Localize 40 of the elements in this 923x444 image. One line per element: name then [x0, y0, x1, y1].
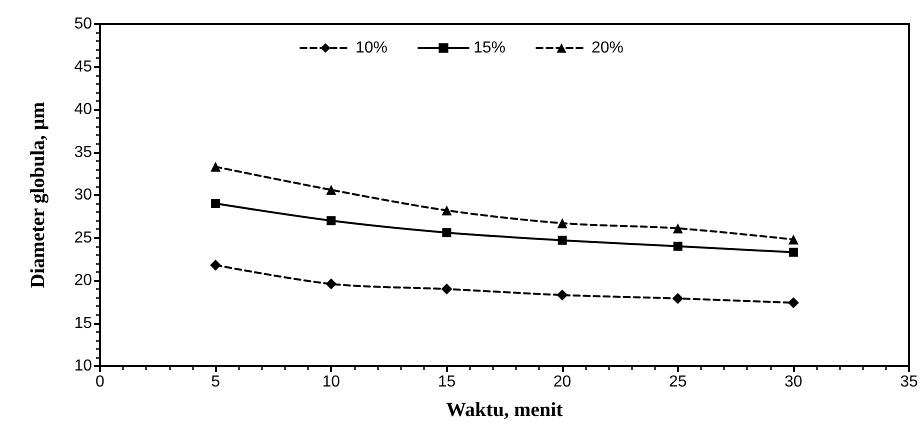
- point: [326, 184, 336, 195]
- y-axis-title: Diameter globula, µm: [27, 102, 49, 288]
- legend-label: 20%: [592, 40, 624, 56]
- x-tick-label: 35: [900, 374, 918, 390]
- x-tick-label: 10: [322, 374, 340, 390]
- point: [556, 290, 568, 301]
- point: [441, 284, 452, 295]
- x-tick-label: 20: [553, 374, 572, 390]
- x-axis-title: Waktu, menit: [446, 399, 564, 421]
- y-tick-label: 50: [74, 16, 92, 32]
- y-tick-label: 15: [74, 314, 92, 332]
- point: [210, 162, 221, 172]
- x-tick-label: 5: [211, 374, 220, 390]
- point: [673, 242, 682, 251]
- point: [672, 223, 683, 234]
- x-tick-label: 0: [96, 374, 105, 390]
- legend-label: 15%: [473, 40, 506, 56]
- x-tick-label: 30: [784, 374, 802, 390]
- point: [672, 292, 684, 304]
- y-tick-label: 35: [74, 144, 92, 161]
- point: [557, 218, 568, 228]
- y-tick-label: 10: [74, 358, 92, 374]
- point: [788, 248, 798, 257]
- point: [211, 199, 220, 208]
- point: [326, 278, 337, 290]
- point: [210, 260, 222, 271]
- point: [442, 228, 452, 238]
- point: [788, 234, 798, 244]
- point: [558, 236, 567, 245]
- point: [788, 297, 799, 308]
- point: [442, 205, 452, 216]
- y-tick-label: 25: [74, 229, 92, 246]
- x-tick-label: 25: [668, 374, 687, 390]
- x-tick-label: 15: [438, 374, 456, 390]
- y-tick-label: 20: [74, 272, 92, 289]
- y-tick-label: 40: [74, 101, 92, 118]
- y-tick-label: 30: [74, 186, 92, 204]
- legend-label: 10%: [355, 40, 388, 56]
- point: [326, 216, 336, 226]
- y-tick-label: 45: [74, 58, 92, 76]
